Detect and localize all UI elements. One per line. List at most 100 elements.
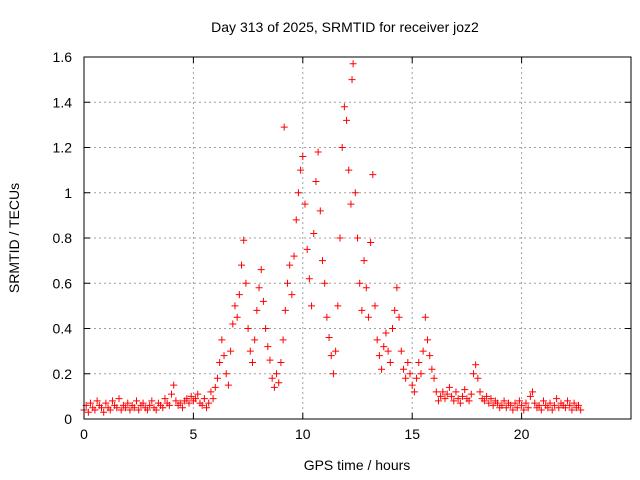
data-point [318,257,326,265]
data-point [467,390,475,398]
data-point [378,365,386,373]
data-point [148,397,156,405]
data-point [275,379,283,387]
x-tick-label: 0 [80,426,88,442]
data-point [187,392,195,400]
data-point [323,313,331,321]
data-point [426,352,434,360]
data-point [369,171,377,179]
y-axis-label: SRMTID / TECUs [6,183,22,293]
data-point [135,406,143,414]
data-point [421,313,429,321]
chart-title: Day 313 of 2025, SRMTID for receiver joz… [211,19,479,35]
data-point [395,313,403,321]
data-point [384,347,392,355]
data-point [419,347,427,355]
data-point [216,358,224,366]
data-point [574,401,582,409]
data-point [531,399,539,407]
data-point [520,406,528,414]
data-point [515,397,523,405]
data-point [524,404,532,412]
data-point [476,388,484,396]
data-point [87,399,95,407]
data-point [329,370,337,378]
data-point [498,401,506,409]
data-point [432,388,440,396]
data-point [406,370,414,378]
data-point [404,358,412,366]
data-point [130,404,138,412]
data-point [550,401,558,409]
data-point [539,397,547,405]
data-point [102,399,110,407]
data-point [244,325,252,332]
data-point [113,404,121,412]
data-point [93,397,101,405]
data-point [257,266,265,274]
data-point [185,399,193,407]
data-point [349,60,357,68]
data-point [327,352,335,360]
data-point [288,291,296,299]
data-point [356,279,364,287]
data-point [303,245,311,253]
data-point [402,374,410,382]
data-point [240,236,248,244]
data-point [264,343,272,351]
data-point [367,239,375,247]
data-point [213,374,221,382]
data-point [122,404,130,412]
data-point [529,388,537,396]
data-point [568,406,576,414]
data-point [314,148,322,156]
data-point [537,406,545,414]
x-tick-label: 10 [295,426,311,442]
data-point [299,153,307,161]
data-point [454,395,462,403]
data-point [437,392,445,400]
data-point [98,404,106,412]
data-point [507,401,515,409]
data-point [316,207,324,215]
data-point [246,347,254,355]
data-point [413,374,421,382]
data-point [192,395,200,403]
data-point [450,397,458,405]
data-point [312,177,320,185]
data-point [165,401,173,409]
data-point [170,381,178,389]
axis-ticks: 0 5 10 15 20 0 0.2 0.4 0.6 0.8 1 1.2 1.4 1.6 [53,49,631,442]
plot-frame [83,56,632,420]
data-point [336,234,344,242]
data-point [364,313,372,321]
data-point [286,261,294,269]
data-point [577,406,585,414]
data-point [511,399,519,407]
data-point [325,334,333,342]
data-point [176,399,184,407]
data-point [268,374,276,382]
data-point [91,406,99,414]
data-point [279,336,287,344]
y-tick-label: 0.4 [53,321,73,337]
data-point [393,284,401,292]
data-point [441,395,449,403]
data-point [220,352,228,360]
data-point [117,406,125,414]
data-point [347,200,355,208]
data-point [570,399,578,407]
data-point [485,399,493,407]
data-point [229,320,237,328]
data-point [146,401,154,409]
data-point [348,76,356,84]
x-axis-label: GPS time / hours [304,457,411,473]
data-point [566,401,574,409]
data-point [115,395,123,403]
data-point [233,313,241,321]
data-point [338,144,346,151]
data-point [351,189,359,197]
data-point [343,116,351,124]
data-point [340,103,348,111]
